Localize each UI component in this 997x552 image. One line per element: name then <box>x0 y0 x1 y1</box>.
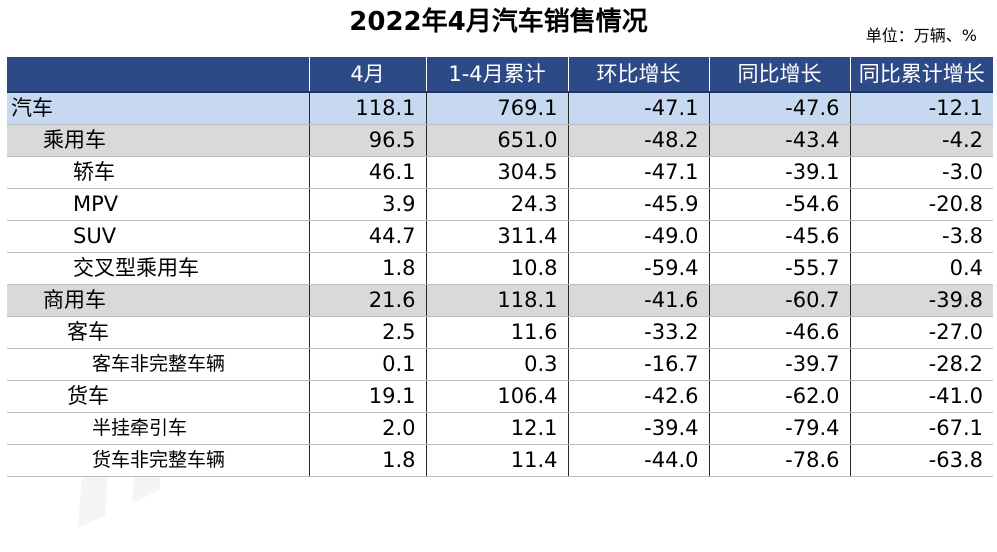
header-month: 4月 <box>308 57 426 93</box>
header-yoy-cumulative-growth: 同比累计增长 <box>849 57 993 93</box>
mom-growth-value: -44.0 <box>567 444 709 477</box>
page-title: 2022年4月汽车销售情况 <box>349 7 648 37</box>
mom-growth-value: -42.6 <box>567 380 709 413</box>
table-row: 汽车 118.1 769.1 -47.1 -47.6 -12.1 <box>7 92 993 125</box>
sales-table: 4月 1-4月累计 环比增长 同比增长 同比累计增长 汽车 118.1 769.1-… <box>7 57 993 477</box>
mom-growth-value: -16.7 <box>567 348 709 381</box>
month-value: 46.1 <box>308 156 426 189</box>
mom-growth-value: -48.2 <box>567 124 709 157</box>
yoy-growth-value: -39.7 <box>708 348 850 381</box>
row-label: 客车 <box>7 316 309 349</box>
cumulative-value: 304.5 <box>425 156 568 189</box>
table-row: 半挂牵引车 2.0 12.1 -39.4 -79.4 -67.1 <box>7 412 993 445</box>
cumulative-value: 11.4 <box>425 444 568 477</box>
row-label: 商用车 <box>7 284 309 317</box>
yoy-cumulative-growth-value: -12.1 <box>849 92 993 125</box>
yoy-cumulative-growth-value: 0.4 <box>849 252 993 285</box>
table-row: 货车非完整车辆 1.8 11.4 -44.0 -78.6 -63.8 <box>7 444 993 477</box>
yoy-growth-value: -45.6 <box>708 220 850 253</box>
row-label: 轿车 <box>7 156 309 189</box>
cumulative-value: 311.4 <box>425 220 568 253</box>
yoy-cumulative-growth-value: -20.8 <box>849 188 993 221</box>
yoy-growth-value: -39.1 <box>708 156 850 189</box>
row-label: MPV <box>7 188 309 221</box>
row-label: 货车非完整车辆 <box>7 444 309 477</box>
header-yoy-growth: 同比增长 <box>708 57 850 93</box>
yoy-cumulative-growth-value: -39.8 <box>849 284 993 317</box>
month-value: 118.1 <box>308 92 426 125</box>
month-value: 44.7 <box>308 220 426 253</box>
row-label: 汽车 <box>7 92 309 125</box>
yoy-growth-value: -54.6 <box>708 188 850 221</box>
month-value: 1.8 <box>308 252 426 285</box>
cumulative-value: 769.1 <box>425 92 568 125</box>
unit-label: 单位：万辆、% <box>865 26 977 45</box>
month-value: 0.1 <box>308 348 426 381</box>
month-value: 2.0 <box>308 412 426 445</box>
table-row: 货车 19.1 106.4 -42.6 -62.0 -41.0 <box>7 380 993 413</box>
yoy-growth-value: -79.4 <box>708 412 850 445</box>
table-row: 交叉型乘用车 1.8 10.8 -59.4 -55.7 0.4 <box>7 252 993 285</box>
mom-growth-value: -49.0 <box>567 220 709 253</box>
yoy-growth-value: -46.6 <box>708 316 850 349</box>
yoy-cumulative-growth-value: -67.1 <box>849 412 993 445</box>
header-category <box>7 57 309 93</box>
yoy-cumulative-growth-value: -27.0 <box>849 316 993 349</box>
yoy-growth-value: -43.4 <box>708 124 850 157</box>
cumulative-value: 12.1 <box>425 412 568 445</box>
month-value: 21.6 <box>308 284 426 317</box>
month-value: 19.1 <box>308 380 426 413</box>
row-label: 半挂牵引车 <box>7 412 309 445</box>
mom-growth-value: -45.9 <box>567 188 709 221</box>
cumulative-value: 0.3 <box>425 348 568 381</box>
yoy-cumulative-growth-value: -28.2 <box>849 348 993 381</box>
yoy-growth-value: -62.0 <box>708 380 850 413</box>
header-cumulative: 1-4月累计 <box>425 57 568 93</box>
yoy-growth-value: -55.7 <box>708 252 850 285</box>
yoy-growth-value: -78.6 <box>708 444 850 477</box>
mom-growth-value: -39.4 <box>567 412 709 445</box>
month-value: 1.8 <box>308 444 426 477</box>
yoy-cumulative-growth-value: -41.0 <box>849 380 993 413</box>
yoy-cumulative-growth-value: -63.8 <box>849 444 993 477</box>
yoy-cumulative-growth-value: -3.8 <box>849 220 993 253</box>
yoy-growth-value: -47.6 <box>708 92 850 125</box>
month-value: 2.5 <box>308 316 426 349</box>
row-label: 货车 <box>7 380 309 413</box>
mom-growth-value: -41.6 <box>567 284 709 317</box>
mom-growth-value: -47.1 <box>567 156 709 189</box>
table-row: 商用车 21.6 118.1 -41.6 -60.7 -39.8 <box>7 284 993 317</box>
table-row: SUV 44.7 311.4 -49.0 -45.6 -3.8 <box>7 220 993 253</box>
table-header-row: 4月 1-4月累计 环比增长 同比增长 同比累计增长 <box>7 57 993 93</box>
row-label: SUV <box>7 220 309 253</box>
table-row: 客车非完整车辆 0.1 0.3 -16.7 -39.7 -28.2 <box>7 348 993 381</box>
cumulative-value: 11.6 <box>425 316 568 349</box>
row-label: 交叉型乘用车 <box>7 252 309 285</box>
table-row: 客车 2.5 11.6 -33.2 -46.6 -27.0 <box>7 316 993 349</box>
table-row: MPV 3.9 24.3 -45.9 -54.6 -20.8 <box>7 188 993 221</box>
header-mom-growth: 环比增长 <box>567 57 709 93</box>
table-row: 轿车 46.1 304.5 -47.1 -39.1 -3.0 <box>7 156 993 189</box>
month-value: 3.9 <box>308 188 426 221</box>
cumulative-value: 118.1 <box>425 284 568 317</box>
row-label: 客车非完整车辆 <box>7 348 309 381</box>
month-value: 96.5 <box>308 124 426 157</box>
cumulative-value: 106.4 <box>425 380 568 413</box>
row-label: 乘用车 <box>7 124 309 157</box>
cumulative-value: 651.0 <box>425 124 568 157</box>
mom-growth-value: -33.2 <box>567 316 709 349</box>
table-row: 乘用车 96.5 651.0 -48.2 -43.4 -4.2 <box>7 124 993 157</box>
mom-growth-value: -59.4 <box>567 252 709 285</box>
mom-growth-value: -47.1 <box>567 92 709 125</box>
cumulative-value: 10.8 <box>425 252 568 285</box>
yoy-cumulative-growth-value: -3.0 <box>849 156 993 189</box>
cumulative-value: 24.3 <box>425 188 568 221</box>
yoy-cumulative-growth-value: -4.2 <box>849 124 993 157</box>
yoy-growth-value: -60.7 <box>708 284 850 317</box>
